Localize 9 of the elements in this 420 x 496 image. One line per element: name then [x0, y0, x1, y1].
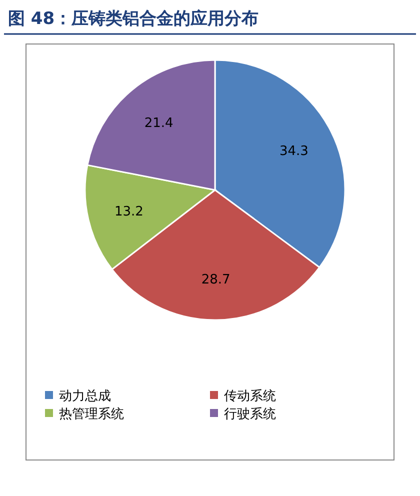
legend-label: 行驶系统 [224, 407, 276, 422]
legend-label: 热管理系统 [59, 407, 124, 422]
data-label: 21.4 [144, 116, 174, 131]
data-label: 28.7 [201, 272, 230, 288]
data-label: 34.3 [279, 144, 308, 160]
legend-label: 传动系统 [224, 389, 276, 404]
legend-label: 动力总成 [59, 389, 111, 404]
chart-title: 图 48：压铸类铝合金的应用分布 [8, 9, 259, 29]
data-label: 13.2 [114, 204, 144, 220]
